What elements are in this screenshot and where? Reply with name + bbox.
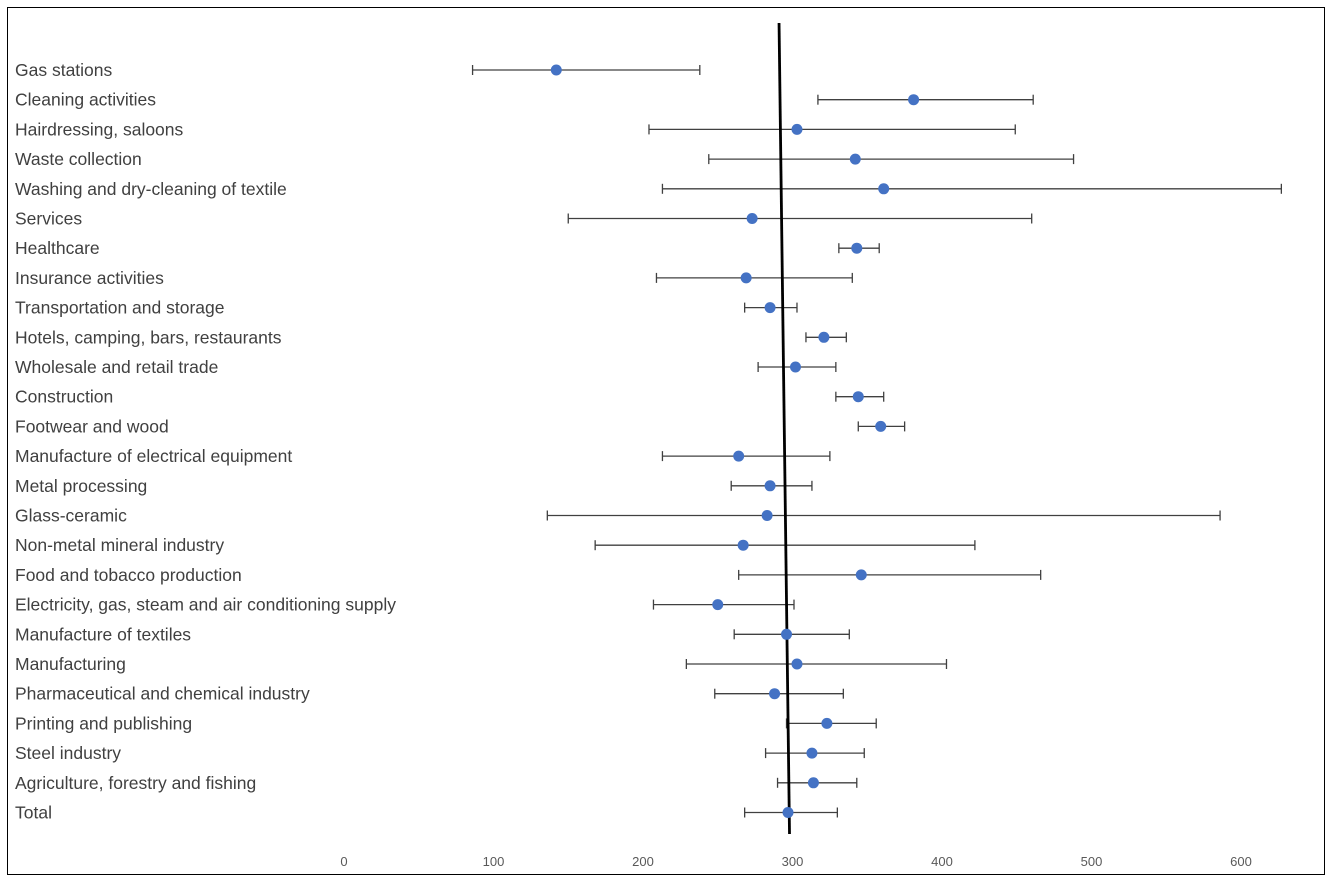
data-point [849, 153, 861, 165]
category-label: Manufacture of textiles [15, 624, 191, 644]
error-bars [471, 65, 1283, 818]
data-points [550, 64, 920, 818]
category-label: Gas stations [15, 60, 113, 80]
x-tick-label: 400 [931, 854, 953, 869]
category-label: Footwear and wood [15, 416, 169, 436]
data-point [821, 717, 833, 729]
data-point [875, 420, 887, 432]
data-point [733, 450, 745, 462]
category-label: Glass-ceramic [15, 506, 127, 526]
category-label: Services [15, 209, 82, 229]
data-point [855, 569, 867, 581]
reference-line-group [777, 22, 791, 835]
category-label: Hairdressing, saloons [15, 119, 184, 139]
category-label: Manufacturing [15, 654, 126, 674]
data-point [818, 331, 830, 343]
data-point [852, 391, 864, 403]
category-label: Pharmaceutical and chemical industry [15, 684, 310, 704]
data-point [908, 94, 920, 106]
category-label: Insurance activities [15, 268, 164, 288]
category-label: Cleaning activities [15, 90, 156, 110]
data-point [878, 183, 890, 195]
x-tick-label: 300 [782, 854, 804, 869]
category-label: Food and tobacco production [15, 565, 242, 585]
data-point [764, 302, 776, 314]
category-label: Manufacture of electrical equipment [15, 446, 292, 466]
data-point [851, 242, 863, 254]
x-tick-label: 600 [1230, 854, 1252, 869]
data-point [791, 123, 803, 135]
category-labels: Gas stations Cleaning activities Hairdress… [15, 60, 396, 823]
data-point [791, 658, 803, 670]
category-label: Metal processing [15, 476, 147, 496]
category-label: Healthcare [15, 238, 100, 258]
category-label: Transportation and storage [15, 298, 224, 318]
data-point [769, 688, 781, 700]
category-label: Washing and dry-cleaning of textile [15, 179, 287, 199]
x-tick-label: 200 [632, 854, 654, 869]
data-point [806, 747, 818, 759]
x-tick-label: 500 [1081, 854, 1103, 869]
data-point [746, 213, 758, 224]
data-point [782, 807, 794, 818]
data-point [764, 480, 776, 492]
chart-frame [7, 7, 1325, 875]
x-tick-label: 100 [483, 854, 505, 869]
category-label: Waste collection [15, 149, 142, 169]
reference-line [777, 22, 791, 835]
data-point [740, 272, 752, 284]
data-point [807, 777, 819, 789]
data-point [737, 539, 749, 551]
category-label: Total [15, 803, 52, 823]
data-point [789, 361, 801, 373]
data-point [761, 510, 773, 521]
category-label: Non-metal mineral industry [15, 535, 224, 555]
category-label: Electricity, gas, steam and air conditio… [15, 595, 396, 615]
data-point [781, 628, 793, 640]
data-point [550, 64, 562, 76]
category-label: Hotels, camping, bars, restaurants [15, 327, 282, 347]
category-label: Steel industry [15, 743, 121, 763]
data-point [712, 599, 724, 611]
category-label: Printing and publishing [15, 713, 192, 733]
category-label: Agriculture, forestry and fishing [15, 773, 256, 793]
category-label: Construction [15, 387, 113, 407]
x-axis-tick-labels: 0 100 200 300 400 500 600 [340, 854, 1251, 869]
x-tick-label: 0 [340, 854, 347, 869]
category-label: Wholesale and retail trade [15, 357, 218, 377]
